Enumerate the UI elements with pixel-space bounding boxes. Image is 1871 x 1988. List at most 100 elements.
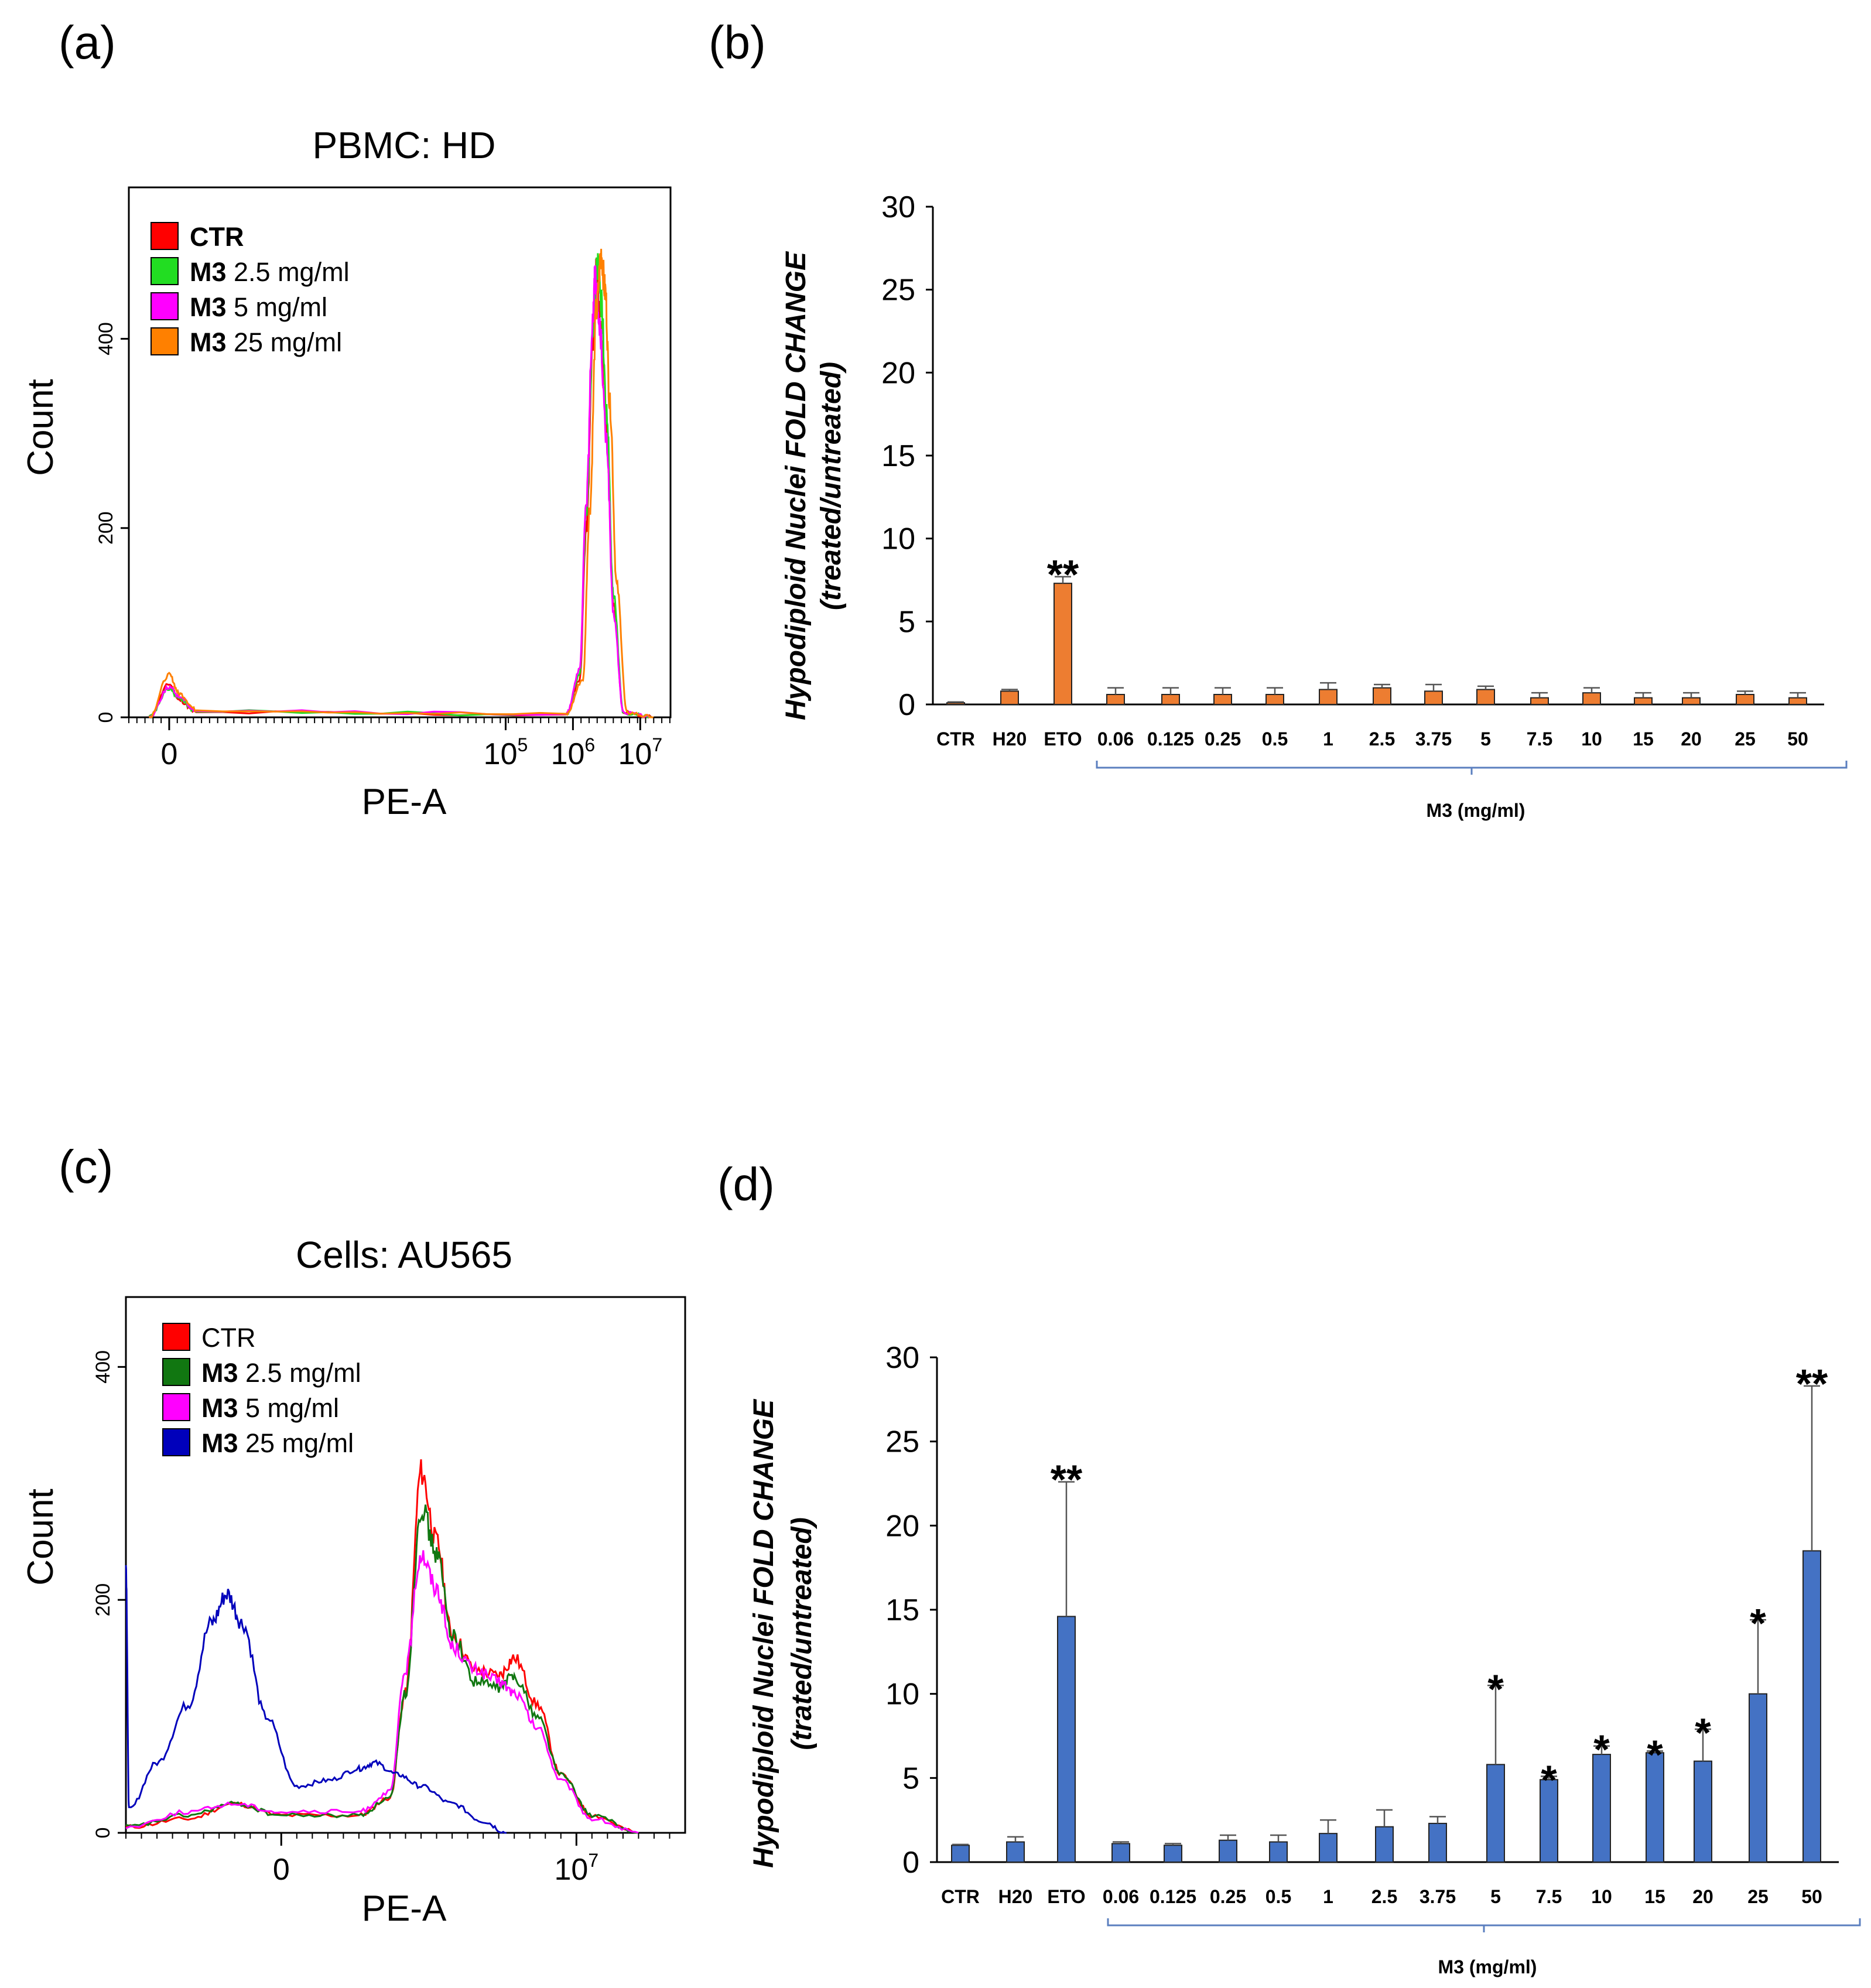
y-tick-label: 15: [885, 1593, 919, 1627]
bar-2.5: [1375, 1826, 1394, 1863]
bar-10: [1592, 1754, 1611, 1863]
category-label: H20: [998, 1886, 1033, 1907]
y-tick-label: 20: [881, 356, 915, 390]
bar-10: [1582, 692, 1601, 705]
category-label: 5: [1480, 728, 1491, 750]
bar-5: [1486, 1764, 1505, 1863]
panel-c-histogram: (c) Cells: AU565 0 107 0 200 400 CTR M3 2.5 …: [20, 1141, 686, 1929]
category-label: 7.5: [1527, 728, 1552, 750]
bar-0.06: [1111, 1843, 1130, 1863]
bar-ETO: [1057, 1616, 1076, 1863]
legend-swatch: [162, 1323, 190, 1351]
category-label: 1: [1323, 728, 1333, 750]
bar-0.5: [1269, 1841, 1288, 1863]
category-label: 25: [1747, 1886, 1769, 1907]
bar-0.125: [1161, 694, 1180, 705]
significance-marker: *: [1647, 1732, 1663, 1777]
x-tick-label: 0: [273, 1853, 290, 1887]
bar-7.5: [1540, 1779, 1558, 1863]
panel-a-histogram: (a) PBMC: HD 0 105 106 107 0 200 400 CTR M3 2…: [20, 16, 672, 822]
panel-a-x-axis-title: PE-A: [362, 782, 447, 822]
bar-1: [1319, 1833, 1338, 1863]
histogram-series-1: [125, 1504, 639, 1834]
bar-25: [1736, 694, 1754, 705]
histogram-series-2: [125, 1550, 639, 1834]
panel-c-curves: [125, 1459, 639, 1834]
bar-ETO: [1053, 583, 1072, 706]
significance-marker: **: [1796, 1361, 1828, 1407]
bar-2.5: [1373, 687, 1391, 705]
panel-c-label: (c): [59, 1141, 113, 1193]
legend-label: M3 5 mg/ml: [190, 292, 327, 322]
y-tick-label: 5: [898, 605, 915, 639]
bar-25: [1749, 1693, 1767, 1863]
category-label: 20: [1681, 728, 1702, 750]
y-tick-label: 30: [881, 190, 915, 224]
bar-15: [1634, 697, 1653, 705]
significance-marker: *: [1750, 1600, 1766, 1646]
y-tick-label: 0: [898, 688, 915, 722]
category-label: 10: [1581, 728, 1602, 750]
bar-50: [1802, 1550, 1821, 1863]
legend-swatch: [150, 327, 179, 355]
bar-0.125: [1164, 1845, 1182, 1863]
legend-swatch: [162, 1393, 190, 1421]
y-tick-label: 5: [902, 1761, 919, 1795]
y-tick-label: 25: [885, 1425, 919, 1459]
panel-d-y-axis-subtitle: (trated/untreated): [786, 1517, 818, 1750]
bar-3.75: [1424, 690, 1443, 706]
histogram-series-3: [149, 248, 654, 718]
bar-20: [1682, 697, 1701, 705]
y-tick-label: 0: [95, 712, 117, 723]
x-tick-label: 0: [160, 737, 177, 771]
y-tick-label: 400: [92, 1350, 114, 1384]
y-tick-label: 0: [92, 1828, 114, 1839]
x-tick-label: 107: [618, 734, 662, 771]
legend-label: M3 2.5 mg/ml: [201, 1358, 361, 1388]
category-label: 5: [1490, 1886, 1501, 1907]
category-label: 0.06: [1103, 1886, 1139, 1907]
panel-a-y-axis-title: Count: [20, 379, 61, 475]
y-tick-label: 15: [881, 439, 915, 473]
group-bracket: [1096, 761, 1848, 775]
significance-marker: *: [1487, 1666, 1504, 1712]
bar-5: [1476, 689, 1495, 705]
category-label: 2.5: [1371, 1886, 1397, 1907]
category-label: H20: [993, 728, 1027, 750]
category-label: 0.06: [1097, 728, 1134, 750]
category-label: 10: [1591, 1886, 1612, 1907]
bar-CTR: [946, 702, 965, 705]
category-label: 0.125: [1147, 728, 1194, 750]
significance-marker: **: [1051, 1457, 1083, 1503]
category-label: 50: [1801, 1886, 1822, 1907]
panel-a-x-ticks: 0 105 106 107: [128, 717, 671, 771]
significance-marker: *: [1541, 1757, 1557, 1802]
significance-marker: *: [1593, 1727, 1610, 1773]
panel-b-y-axis-title: Hypodiploid Nuclei FOLD CHANGE: [781, 251, 812, 720]
panel-a-plot-frame: [128, 186, 672, 718]
panel-d-label: (d): [717, 1158, 775, 1210]
legend-label: M3 2.5 mg/ml: [190, 257, 350, 287]
y-tick-label: 30: [885, 1341, 919, 1375]
panel-a-label: (a): [59, 16, 116, 69]
legend-label: CTR: [201, 1323, 255, 1353]
panel-c-y-axis-title: Count: [20, 1489, 61, 1585]
y-tick-label: 25: [881, 273, 915, 307]
bar-H20: [1000, 690, 1019, 706]
category-label: 25: [1735, 728, 1756, 750]
category-label: 0.5: [1265, 1886, 1291, 1907]
bar-20: [1694, 1760, 1712, 1863]
y-tick-label: 20: [885, 1509, 919, 1543]
category-label: 3.75: [1415, 728, 1452, 750]
category-label: 7.5: [1536, 1886, 1562, 1907]
legend-label: M3 25 mg/ml: [190, 327, 342, 357]
category-label: 0.5: [1262, 728, 1288, 750]
x-tick-label: 106: [551, 734, 596, 771]
bar-0.25: [1213, 694, 1232, 705]
legend-swatch: [150, 257, 179, 285]
panel-c-legend: CTR M3 2.5 mg/ml M3 5 mg/ml M3 25 mg/ml: [162, 1323, 361, 1458]
